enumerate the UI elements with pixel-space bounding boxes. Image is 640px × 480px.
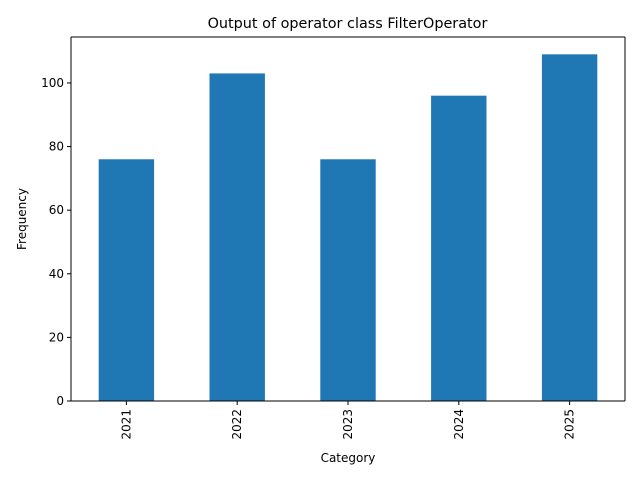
y-tick-label-40: 40 — [49, 267, 64, 281]
bar-2021 — [98, 159, 155, 401]
x-tick-label-2022: 2022 — [230, 409, 244, 440]
y-axis-label: Frequency — [15, 188, 29, 250]
bar-2025 — [541, 54, 598, 401]
y-tick-label-80: 80 — [49, 140, 64, 154]
chart-title: Output of operator class FilterOperator — [208, 16, 488, 32]
x-tick-label-2025: 2025 — [563, 409, 577, 440]
y-axis-ticks: 0 20 40 60 80 100 — [41, 76, 71, 408]
bar-2023 — [320, 159, 376, 401]
bars-group — [98, 54, 598, 402]
y-tick-label-100: 100 — [41, 76, 64, 90]
x-tick-label-2024: 2024 — [452, 409, 466, 440]
y-tick-label-20: 20 — [49, 330, 64, 344]
bar-2022 — [209, 73, 265, 402]
y-tick-label-60: 60 — [49, 203, 64, 217]
x-tick-label-2023: 2023 — [341, 409, 355, 440]
x-tick-label-2021: 2021 — [119, 409, 133, 440]
bar-2024 — [431, 95, 487, 402]
x-axis-label: Category — [321, 451, 376, 465]
y-tick-label-0: 0 — [56, 394, 64, 408]
x-axis-ticks: 2021 2022 2023 2024 2025 — [119, 401, 577, 440]
